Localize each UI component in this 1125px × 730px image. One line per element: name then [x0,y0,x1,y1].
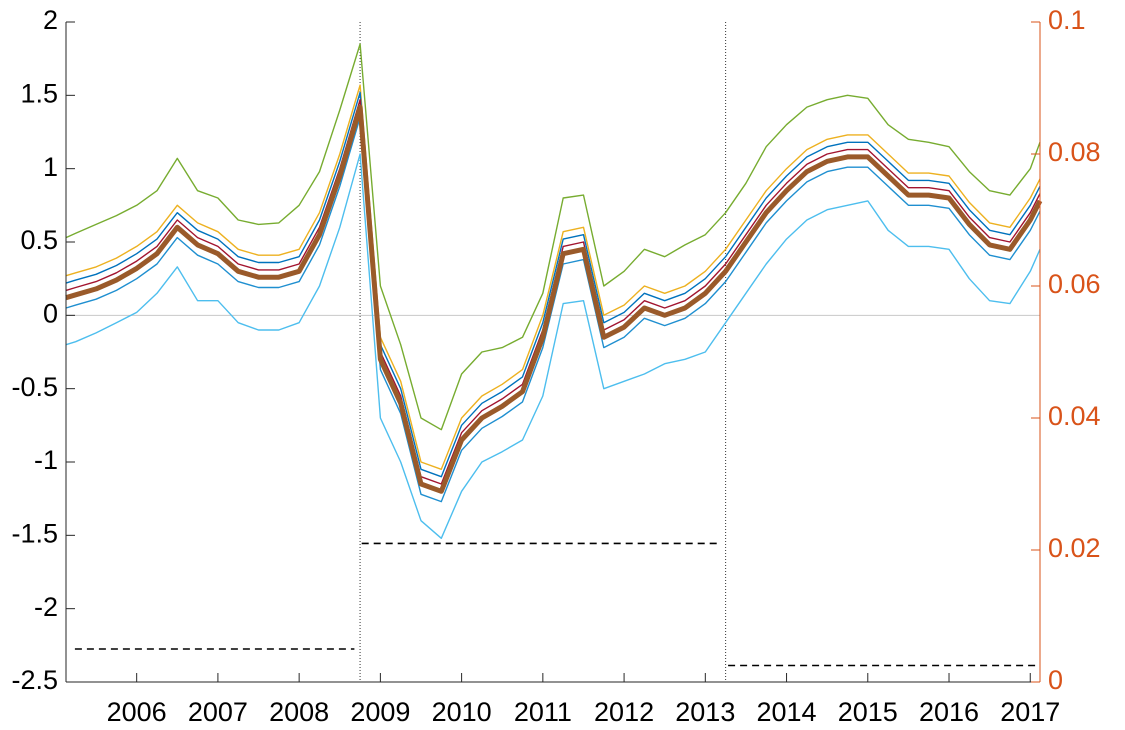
series-line [65,43,1041,431]
x-tick-label: 2006 [107,697,167,727]
series-line [65,91,1041,478]
y-tick-label: 1.5 [20,78,58,108]
y-tick-label: -2.5 [11,665,58,695]
series-line [65,84,1041,470]
x-tick-label: 2017 [1000,697,1060,727]
y-tick-label: 0 [43,298,58,328]
x-tick-label: 2014 [757,697,817,727]
x-tick-label: 2015 [838,697,898,727]
y-tick-label: -1.5 [11,518,58,548]
x-tick-label: 2010 [432,697,492,727]
y2-tick-label: 0.06 [1048,269,1101,299]
series-line [65,153,1041,539]
x-tick-label: 2007 [188,697,248,727]
x-tick-label: 2013 [675,697,735,727]
y2-tick-label: 0.08 [1048,137,1101,167]
x-tick-label: 2008 [269,697,329,727]
x-tick-label: 2009 [350,697,410,727]
x-tick-label: 2012 [594,697,654,727]
y-tick-label: 1 [43,152,58,182]
y-tick-label: -1 [34,445,58,475]
x-tick-label: 2011 [514,697,572,727]
y2-tick-label: 0.02 [1048,533,1101,563]
y2-tick-label: 0 [1048,665,1063,695]
y2-tick-label: 0.1 [1048,5,1086,35]
x-tick-label: 2016 [919,697,979,727]
y-tick-label: 0.5 [20,225,58,255]
series-line [65,104,1043,494]
y2-tick-label: 0.04 [1048,401,1101,431]
y-tick-label: -2 [34,592,58,622]
y-tick-label: -0.5 [11,372,58,402]
y-tick-label: 2 [43,5,58,35]
